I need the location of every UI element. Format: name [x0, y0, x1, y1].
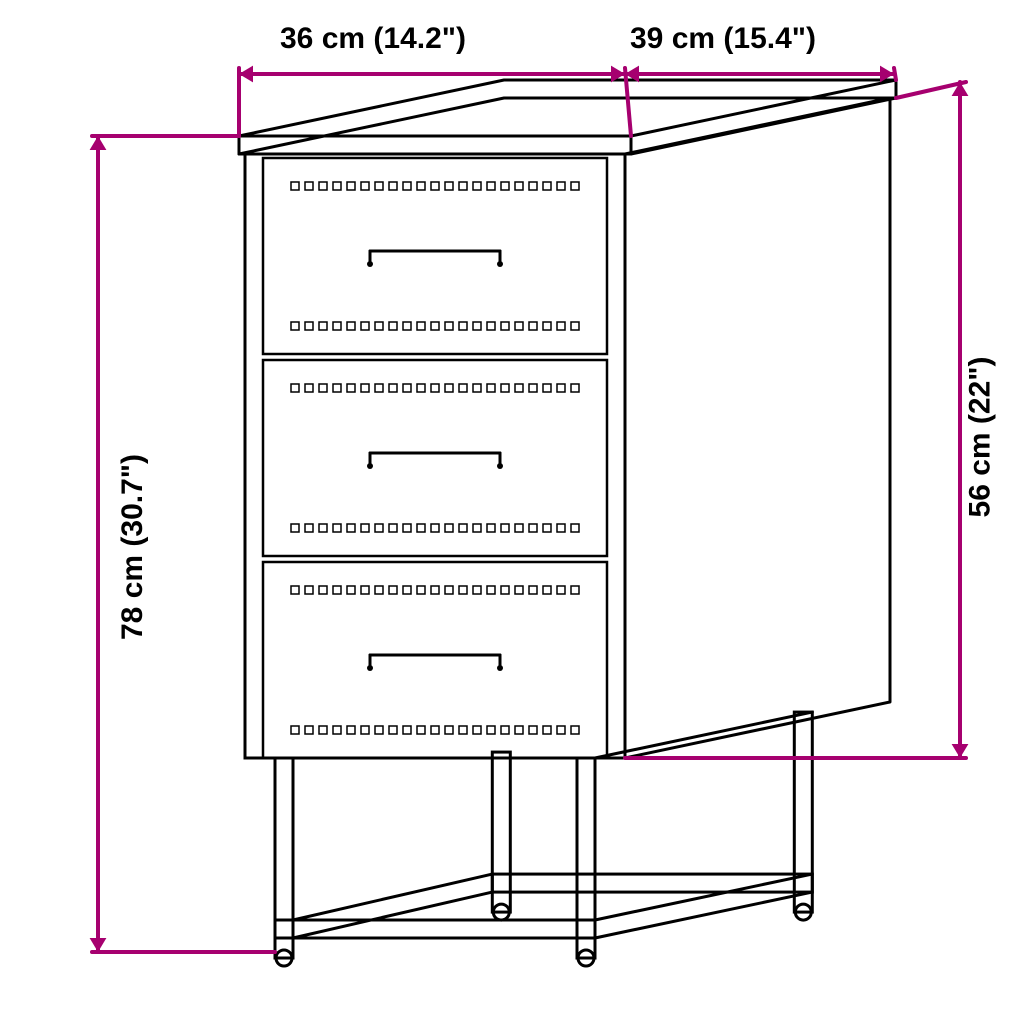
dim-label-depth: 39 cm (15.4") [630, 22, 816, 56]
dimension-drawing [0, 0, 1024, 1024]
dim-label-width: 36 cm (14.2") [280, 22, 466, 56]
dim-label-height-drawers: 56 cm (22") [963, 357, 997, 518]
dim-label-height-total: 78 cm (30.7") [116, 454, 150, 640]
